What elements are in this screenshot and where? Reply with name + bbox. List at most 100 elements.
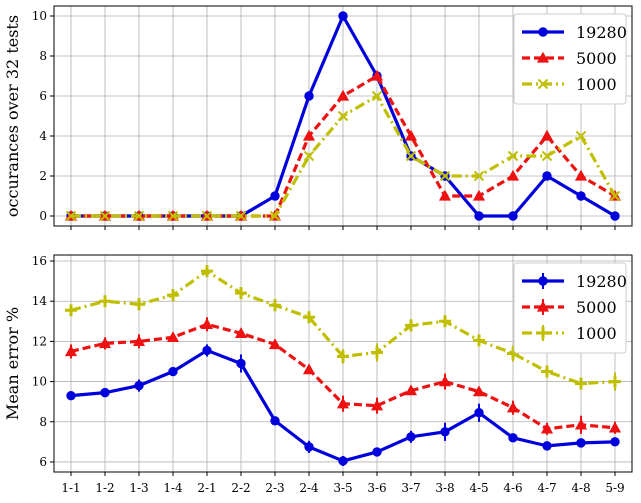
data-point (302, 129, 316, 141)
data-point (404, 384, 418, 396)
data-point (270, 416, 280, 426)
data-point (166, 331, 180, 343)
x-axis: 1-1 1-2 1-3 1-4 2-1 2-2 2-3 2-4 3-5 3-6 3-7 3-8 4-5 4… (61, 472, 625, 495)
data-point (65, 304, 77, 317)
chart-panel-1: 0 2 4 6 8 10 occurances over 32 tests 19280 5000… (3, 5, 633, 230)
legend: 19280 5000 1000 (513, 262, 627, 354)
legend: 19280 5000 1000 (513, 13, 627, 105)
data-point (201, 210, 213, 222)
data-point (201, 265, 213, 278)
y-tick-label: 16 (32, 254, 47, 268)
data-point (507, 150, 519, 162)
x-tick-label: 5-9 (605, 481, 624, 495)
data-point (99, 295, 111, 308)
data-point (473, 334, 485, 347)
data-point (508, 211, 518, 221)
data-point (234, 327, 248, 339)
y-axis: 0 2 4 6 8 10 (32, 9, 54, 223)
data-point (268, 338, 282, 350)
legend-label: 19280 (576, 272, 627, 291)
data-point (474, 408, 484, 418)
data-point (337, 350, 349, 363)
legend-marker (536, 51, 550, 63)
data-point (99, 210, 111, 222)
legend-marker (538, 27, 548, 37)
data-point (576, 438, 586, 448)
data-point (65, 210, 77, 222)
data-point (134, 380, 144, 391)
legend-marker (537, 327, 549, 339)
legend-label: 1000 (576, 75, 617, 94)
legend-label: 19280 (576, 23, 627, 42)
data-point (370, 399, 384, 411)
data-point (439, 315, 451, 328)
legend-marker (537, 78, 549, 90)
data-point (406, 432, 416, 442)
data-point (337, 110, 349, 122)
x-tick-label: 2-4 (299, 481, 319, 495)
x-tick-label: 4-5 (469, 481, 488, 495)
data-point (336, 89, 350, 101)
data-point (336, 397, 350, 409)
data-point (540, 422, 554, 434)
data-point (542, 171, 552, 181)
data-point (304, 91, 314, 101)
data-point (474, 211, 484, 221)
data-point (506, 401, 520, 413)
data-point (540, 129, 554, 141)
x-tick-label: 1-1 (61, 481, 80, 495)
data-point (64, 345, 78, 357)
data-point (371, 90, 383, 102)
series-1000 (65, 90, 621, 222)
data-point (133, 210, 145, 222)
x-tick-label: 2-1 (197, 481, 216, 495)
data-point (304, 442, 314, 452)
data-point (574, 418, 588, 430)
legend-label: 5000 (576, 49, 617, 68)
data-point (270, 191, 280, 201)
data-point (440, 427, 450, 437)
x-tick-label: 2-2 (231, 481, 250, 495)
data-point (404, 129, 418, 141)
data-point (610, 437, 620, 447)
data-point (235, 287, 247, 300)
data-point (303, 311, 315, 324)
data-point (542, 441, 552, 451)
data-point (439, 170, 451, 182)
data-point (609, 190, 621, 202)
y-tick-label: 12 (32, 334, 47, 348)
y-tick-label: 10 (32, 9, 47, 23)
data-point (133, 298, 145, 311)
data-point (438, 375, 452, 387)
y-tick-label: 6 (39, 89, 47, 103)
x-tick-label: 1-3 (129, 481, 148, 495)
data-point (541, 150, 553, 162)
y-tick-label: 8 (39, 415, 47, 429)
y-tick-label: 8 (39, 49, 47, 63)
series-19280 (66, 344, 620, 466)
data-point (472, 189, 486, 201)
x-tick-label: 4-8 (571, 481, 590, 495)
y-tick-label: 6 (39, 455, 47, 469)
data-point (575, 377, 587, 390)
data-point (371, 346, 383, 359)
y-tick-label: 0 (39, 209, 47, 223)
data-point (541, 365, 553, 378)
legend-label: 5000 (576, 298, 617, 317)
data-point (167, 289, 179, 302)
data-point (269, 210, 281, 222)
x-tick-label: 3-8 (435, 481, 454, 495)
x-tick-label: 3-7 (401, 481, 420, 495)
x-tick-label: 4-6 (503, 481, 522, 495)
y-tick-label: 10 (32, 375, 47, 389)
legend-marker (536, 300, 550, 312)
data-point (132, 335, 146, 347)
legend-label: 1000 (576, 324, 617, 343)
data-point (235, 210, 247, 222)
data-point (338, 11, 348, 21)
data-point (302, 363, 316, 375)
x-axis (70, 226, 616, 230)
data-point (438, 189, 452, 201)
data-point (100, 387, 110, 398)
